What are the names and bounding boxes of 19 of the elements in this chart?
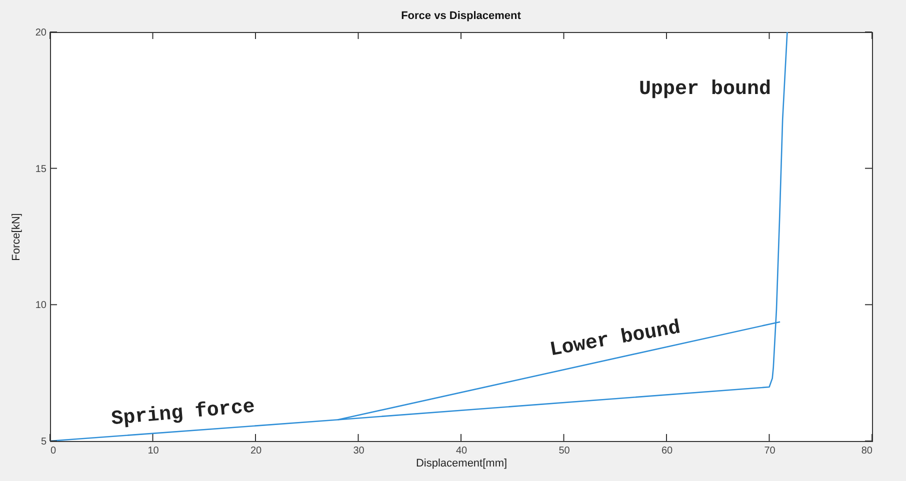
x-tick-label: 80 xyxy=(861,446,873,456)
x-tick-label: 30 xyxy=(353,446,365,456)
x-tick-label: 50 xyxy=(558,446,570,456)
y-tick-label: 10 xyxy=(35,300,47,312)
annotation: Lower bound xyxy=(548,316,682,362)
x-tick-label: 0 xyxy=(50,446,56,456)
x-tick-label: 20 xyxy=(250,446,262,456)
y-tick-label: 15 xyxy=(35,164,47,175)
chart-title: Force vs Displacement xyxy=(401,10,522,22)
annotation: Spring force xyxy=(110,396,256,432)
x-tick-label: 10 xyxy=(148,446,160,456)
x-axis-title: Displacement[mm] xyxy=(416,458,508,470)
x-tick-label: 40 xyxy=(456,446,468,456)
x-tick-label: 60 xyxy=(661,446,673,456)
x-tick-label: 70 xyxy=(764,446,776,456)
annotation: Upper bound xyxy=(638,78,772,101)
y-tick-label: 20 xyxy=(35,28,47,38)
y-tick-label: 5 xyxy=(40,436,47,448)
y-axis-title: Force[kN] xyxy=(10,213,22,261)
